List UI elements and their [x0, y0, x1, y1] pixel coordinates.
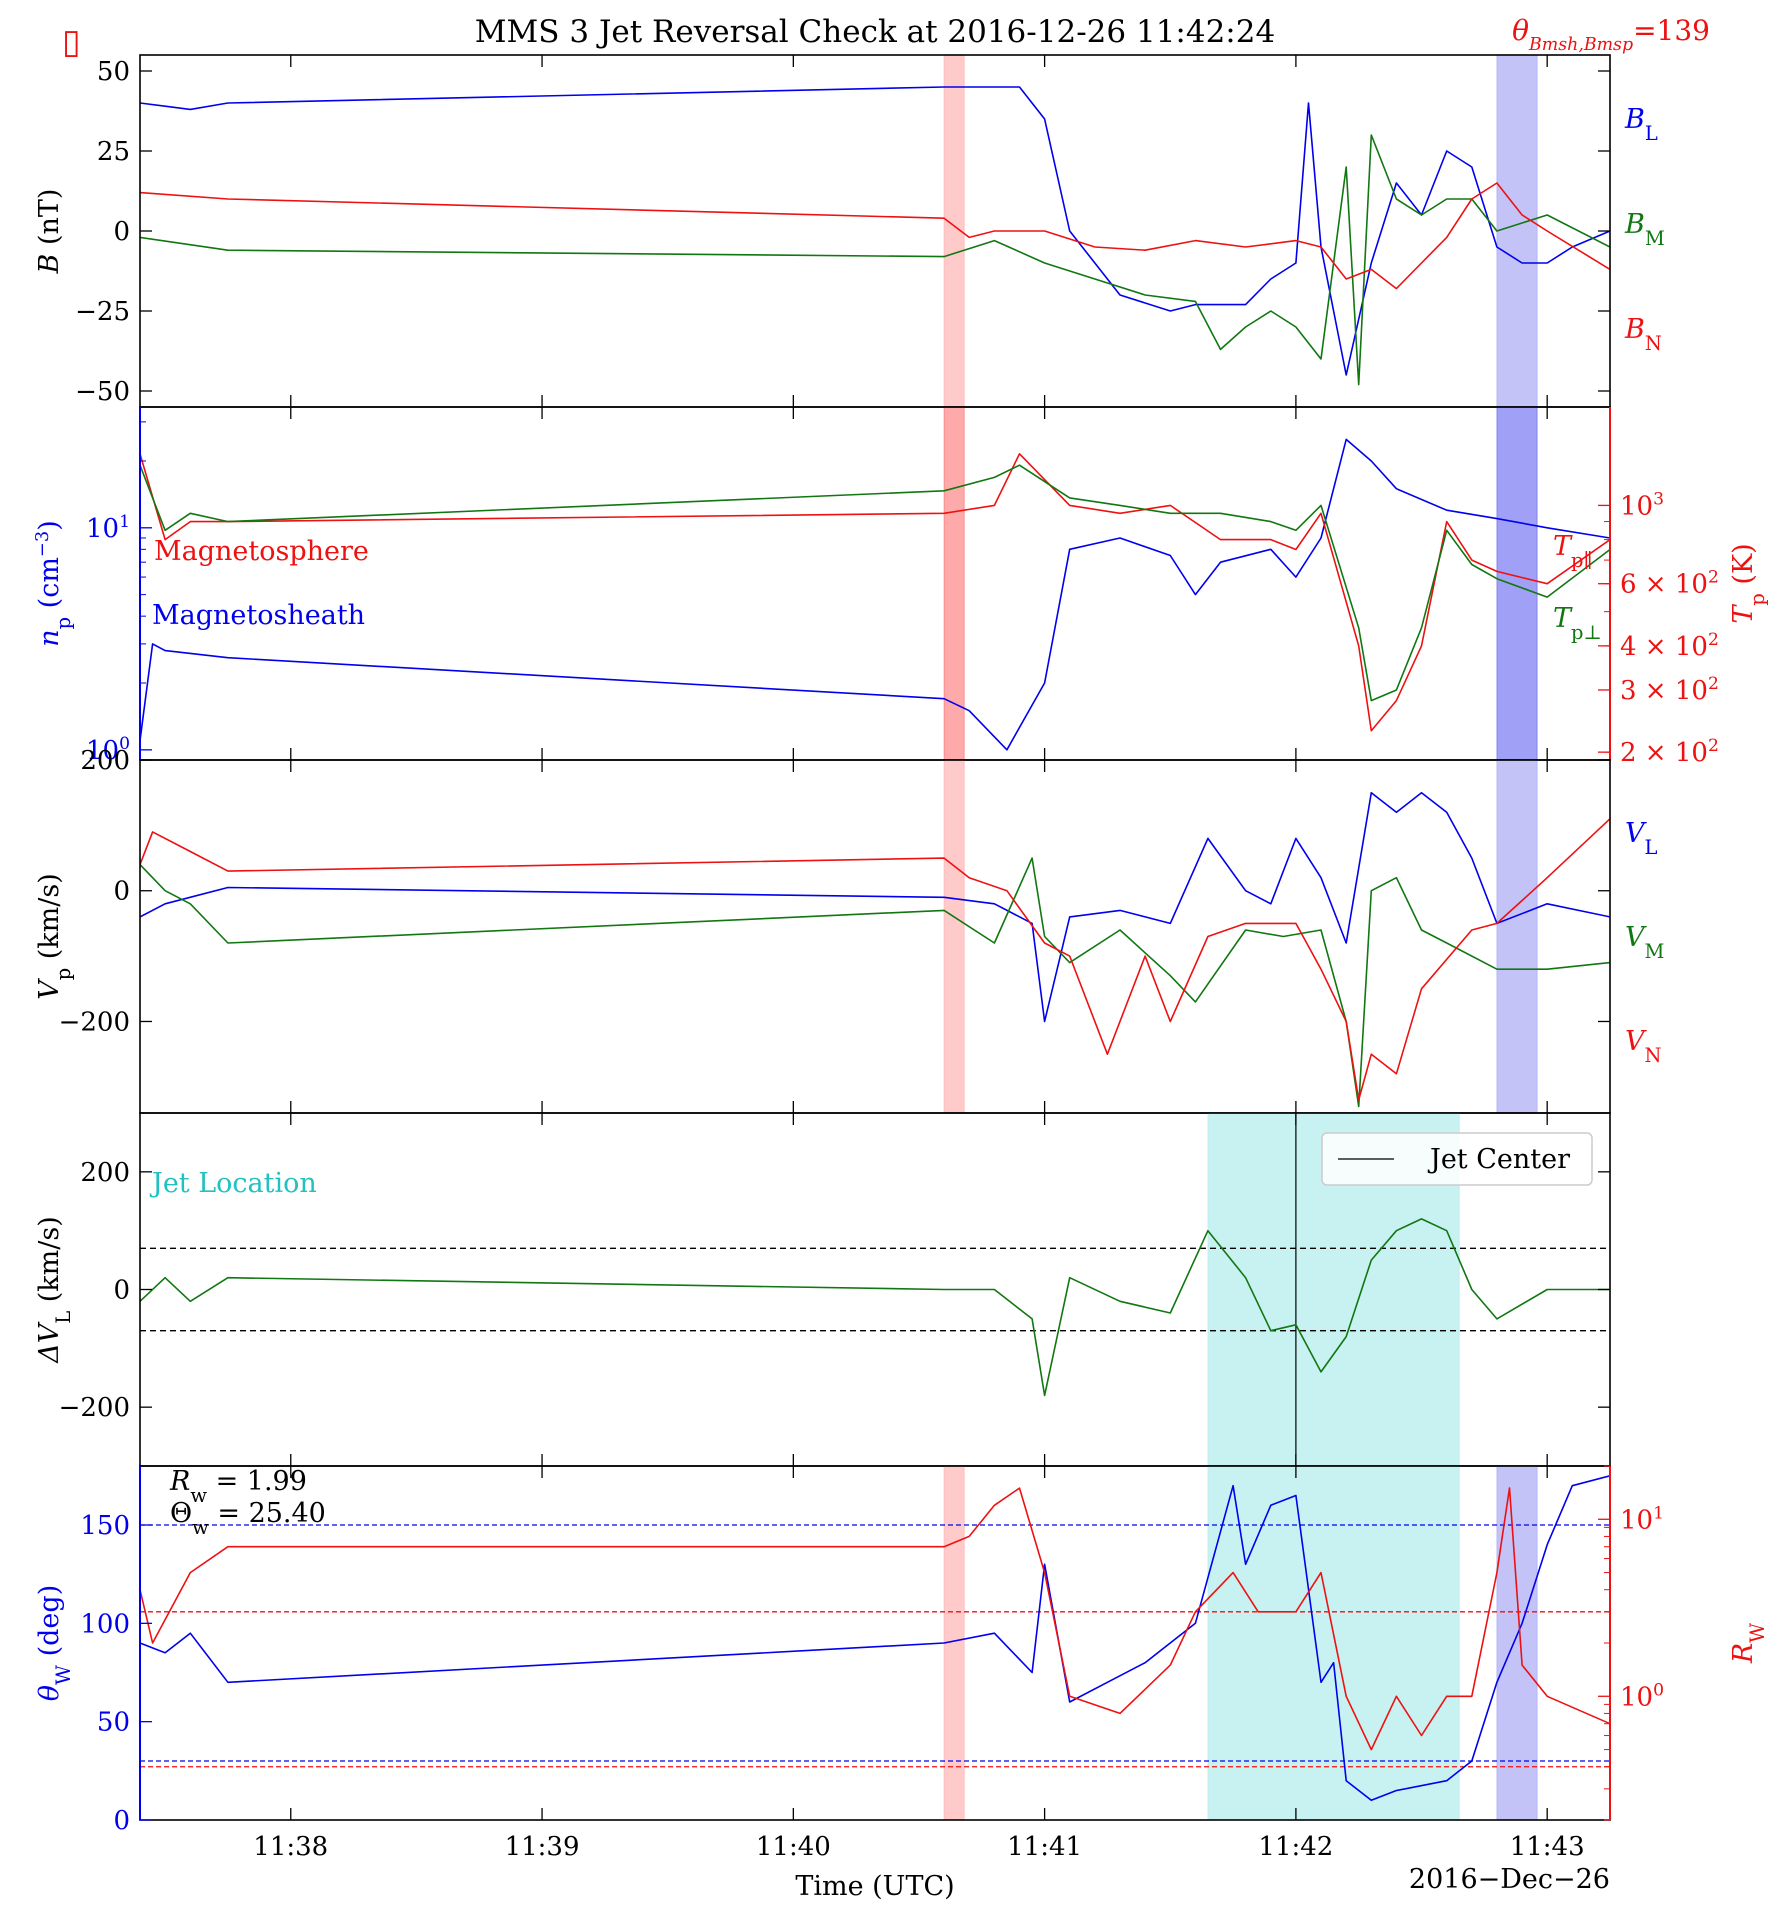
- series-T_p_perp: [140, 464, 1610, 702]
- series-T_p_par: [140, 453, 1610, 732]
- y-axis-label-Vp: Vp (km/s): [34, 873, 75, 1000]
- shade-magnetosheath-interval: [1496, 55, 1538, 407]
- y-tick-label-right: 3 × 102: [1620, 674, 1719, 706]
- y-tick-label: 0: [113, 217, 130, 247]
- marker-glyph: ▯: [62, 22, 81, 62]
- panel-magnetic-field: 50 25 0 −25 −50 B (nT) BL BM BN: [34, 54, 1665, 408]
- y-tick-label-right: 2 × 102: [1620, 736, 1719, 768]
- y-tick-label: 25: [97, 137, 130, 167]
- annotation-magnetosheath: Magnetosheath: [152, 600, 365, 631]
- y-tick-label: −200: [59, 1393, 130, 1423]
- annotation-theta-w: Θw = 25.40: [170, 1498, 326, 1539]
- y-tick-label-right: 103: [1620, 489, 1664, 521]
- y-axis-label-B: B (nT): [34, 189, 65, 275]
- y-axis-label-np: np (cm−3): [32, 520, 75, 647]
- shade-magnetosheath-interval: [1496, 407, 1538, 760]
- legend-BM: BM: [1624, 209, 1665, 250]
- series-B_N: [140, 182, 1610, 290]
- series-delta_V_L: [140, 1218, 1610, 1397]
- panel-plot-area: [140, 55, 1610, 407]
- y-tick-label-left: 100: [86, 734, 130, 766]
- y-tick-label-right: 6 × 102: [1620, 568, 1719, 600]
- y-tick-label: −50: [75, 377, 130, 407]
- series-B_M: [140, 134, 1610, 386]
- panel-velocity: 200 0 −200 Vp (km/s) VL VM VN: [34, 746, 1664, 1114]
- y-tick-label: 200: [80, 746, 130, 776]
- y-tick-label-left: 101: [86, 512, 130, 544]
- legend-Tp-perp: Tp⊥: [1553, 603, 1602, 644]
- x-tick-label: 11:43: [1510, 1832, 1585, 1862]
- annotation-magnetosphere: Magnetosphere: [154, 536, 369, 567]
- x-tick-label: 11:38: [253, 1832, 328, 1862]
- y-tick-label: −200: [59, 1007, 130, 1037]
- shade-magnetosphere-interval: [943, 55, 965, 407]
- shade-magnetosphere-interval: [943, 760, 965, 1113]
- legend-BN: BN: [1624, 314, 1662, 355]
- x-axis-date: 2016−Dec−26: [1409, 1864, 1610, 1895]
- series-theta_W: [140, 1475, 1610, 1802]
- shear-angle-label: θBmsh,Bmsp=139: [1512, 14, 1710, 55]
- panel-plot-area: [140, 1466, 1610, 1820]
- x-tick-label: 11:42: [1258, 1832, 1333, 1862]
- series-V_N: [140, 818, 1610, 1101]
- y-tick-label: 200: [80, 1158, 130, 1188]
- y-tick-label-right: 100: [1620, 1680, 1664, 1712]
- y-tick-label: 0: [113, 877, 130, 907]
- y-tick-label-right: 4 × 102: [1620, 630, 1719, 662]
- shade-magnetosheath-interval: [1496, 760, 1538, 1113]
- y-tick-label: 50: [97, 57, 130, 87]
- x-axis-label: Time (UTC): [795, 1871, 954, 1902]
- annotation-rw: Rw = 1.99: [169, 1466, 307, 1507]
- y-axis-label-thetaW: θW (deg): [34, 1585, 75, 1701]
- figure-title: MMS 3 Jet Reversal Check at 2016-12-26 1…: [475, 14, 1275, 50]
- panel-delta-v: 200 0 −200 ΔVL (km/s) Jet Location Jet Center: [34, 1112, 1611, 1467]
- panel-density-temperature: 101 100 103 6 × 102 4 × 102 3 × 102 2 × 102 np …: [32, 406, 1769, 768]
- x-tick-label: 11:39: [505, 1832, 580, 1862]
- legend-BL: BL: [1624, 104, 1658, 145]
- legend-frame: [1321, 1132, 1593, 1186]
- y-tick-label: −25: [75, 297, 130, 327]
- y-tick-label-left: 100: [80, 1609, 130, 1639]
- legend-VM: VM: [1625, 922, 1664, 963]
- series-V_L: [140, 791, 1610, 1023]
- legend-label-jet-center: Jet Center: [1427, 1144, 1570, 1175]
- shade-magnetosphere-interval: [943, 407, 965, 760]
- y-tick-label: 0: [113, 1276, 130, 1306]
- series-V_M: [140, 857, 1610, 1108]
- y-axis-label-deltaV: ΔVL (km/s): [34, 1216, 75, 1364]
- x-tick-label: 11:41: [1007, 1832, 1082, 1862]
- legend-VN: VN: [1625, 1026, 1662, 1067]
- y-axis-label-RW: RW: [1728, 1623, 1769, 1664]
- y-axis-label-Tp: Tp (K): [1728, 543, 1769, 623]
- legend-VL: VL: [1625, 818, 1658, 859]
- series-R_W: [140, 1487, 1610, 1751]
- y-tick-label-right: 101: [1620, 1503, 1664, 1535]
- panel-plot-area: [140, 407, 1610, 760]
- y-tick-label-left: 0: [113, 1806, 130, 1836]
- panel-plot-area: [140, 760, 1610, 1113]
- series-n_p: [140, 438, 1610, 751]
- y-tick-label-left: 50: [97, 1708, 130, 1738]
- legend-Tp-parallel: Tp∥: [1553, 531, 1592, 572]
- annotation-jet-location: Jet Location: [149, 1168, 317, 1199]
- x-tick-label: 11:40: [756, 1832, 831, 1862]
- legend-box: Jet Center: [1321, 1132, 1593, 1186]
- y-tick-label-left: 150: [80, 1511, 130, 1541]
